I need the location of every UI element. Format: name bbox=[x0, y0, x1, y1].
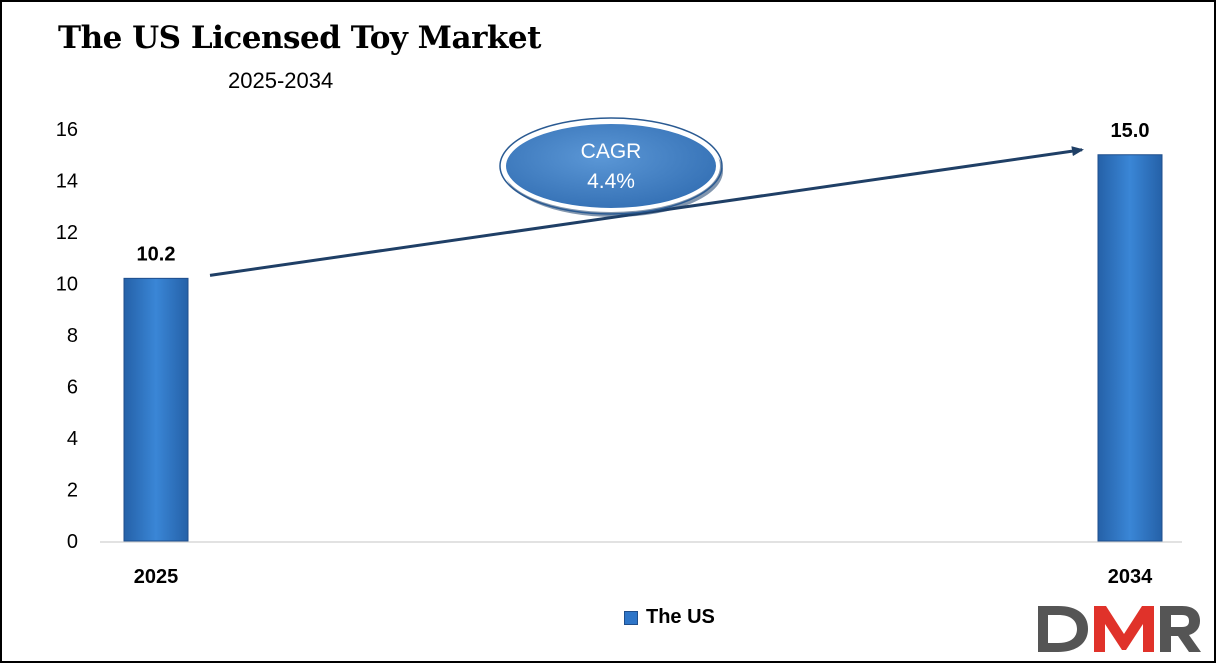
y-tick-label: 12 bbox=[56, 222, 78, 244]
chart-subtitle: 2025-2034 bbox=[228, 68, 334, 93]
bar bbox=[1097, 154, 1163, 542]
x-tick-label: 2034 bbox=[1108, 566, 1153, 588]
y-tick-label: 14 bbox=[56, 171, 78, 193]
y-tick-label: 0 bbox=[67, 531, 78, 553]
y-tick-label: 2 bbox=[67, 480, 78, 502]
legend-swatch bbox=[624, 610, 638, 625]
y-tick-label: 16 bbox=[56, 119, 78, 141]
y-tick-label: 10 bbox=[56, 274, 78, 296]
legend: The US bbox=[624, 606, 715, 629]
cagr-ellipse bbox=[502, 120, 720, 212]
cagr-value: 4.4% bbox=[587, 170, 635, 193]
x-tick-label: 2025 bbox=[134, 566, 179, 588]
y-tick-label: 8 bbox=[67, 325, 78, 347]
cagr-ellipse-outline bbox=[499, 117, 723, 215]
data-label: 15.0 bbox=[1111, 120, 1150, 142]
bar bbox=[123, 277, 189, 542]
cagr-label: CAGR bbox=[581, 140, 642, 163]
y-tick-label: 4 bbox=[67, 428, 78, 450]
legend-label: The US bbox=[646, 606, 715, 628]
dmr-logo bbox=[1038, 606, 1201, 652]
data-label: 10.2 bbox=[137, 243, 176, 265]
y-tick-label: 6 bbox=[67, 377, 78, 399]
chart-title: The US Licensed Toy Market bbox=[58, 20, 541, 56]
